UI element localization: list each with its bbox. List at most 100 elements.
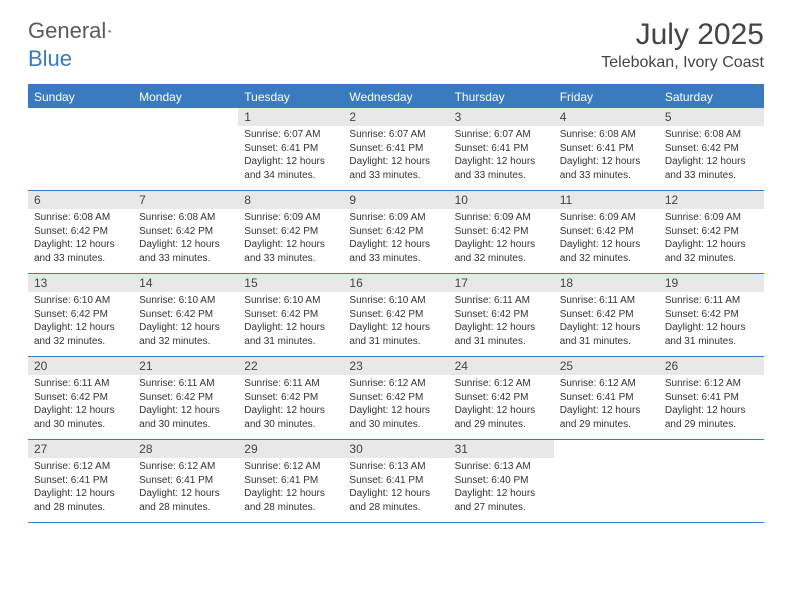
daylight-text: Daylight: 12 hours and 29 minutes. (665, 404, 758, 431)
sunset-text: Sunset: 6:42 PM (244, 225, 337, 239)
day-details: Sunrise: 6:11 AMSunset: 6:42 PMDaylight:… (554, 292, 659, 352)
daylight-text: Daylight: 12 hours and 31 minutes. (244, 321, 337, 348)
sunset-text: Sunset: 6:42 PM (139, 225, 232, 239)
daylight-text: Daylight: 12 hours and 27 minutes. (455, 487, 548, 514)
daylight-text: Daylight: 12 hours and 33 minutes. (349, 155, 442, 182)
calendar-cell: 21Sunrise: 6:11 AMSunset: 6:42 PMDayligh… (133, 357, 238, 439)
day-number: 18 (554, 274, 659, 292)
day-details: Sunrise: 6:11 AMSunset: 6:42 PMDaylight:… (28, 375, 133, 435)
daylight-text: Daylight: 12 hours and 33 minutes. (665, 155, 758, 182)
week-row: 6Sunrise: 6:08 AMSunset: 6:42 PMDaylight… (28, 191, 764, 274)
calendar-cell: 28Sunrise: 6:12 AMSunset: 6:41 PMDayligh… (133, 440, 238, 522)
day-details: Sunrise: 6:08 AMSunset: 6:41 PMDaylight:… (554, 126, 659, 186)
calendar-cell: 11Sunrise: 6:09 AMSunset: 6:42 PMDayligh… (554, 191, 659, 273)
sunset-text: Sunset: 6:42 PM (349, 225, 442, 239)
sunrise-text: Sunrise: 6:08 AM (560, 128, 653, 142)
day-details: Sunrise: 6:09 AMSunset: 6:42 PMDaylight:… (238, 209, 343, 269)
calendar-cell: 7Sunrise: 6:08 AMSunset: 6:42 PMDaylight… (133, 191, 238, 273)
sunset-text: Sunset: 6:42 PM (455, 308, 548, 322)
calendar-cell: 5Sunrise: 6:08 AMSunset: 6:42 PMDaylight… (659, 108, 764, 190)
sunset-text: Sunset: 6:41 PM (560, 391, 653, 405)
day-details: Sunrise: 6:12 AMSunset: 6:42 PMDaylight:… (449, 375, 554, 435)
day-number (554, 440, 659, 458)
sunset-text: Sunset: 6:42 PM (349, 308, 442, 322)
day-details: Sunrise: 6:11 AMSunset: 6:42 PMDaylight:… (238, 375, 343, 435)
sunset-text: Sunset: 6:42 PM (139, 391, 232, 405)
sunrise-text: Sunrise: 6:11 AM (560, 294, 653, 308)
daylight-text: Daylight: 12 hours and 30 minutes. (244, 404, 337, 431)
day-details: Sunrise: 6:12 AMSunset: 6:41 PMDaylight:… (133, 458, 238, 518)
day-details: Sunrise: 6:10 AMSunset: 6:42 PMDaylight:… (343, 292, 448, 352)
sunset-text: Sunset: 6:42 PM (139, 308, 232, 322)
day-number: 1 (238, 108, 343, 126)
day-details: Sunrise: 6:10 AMSunset: 6:42 PMDaylight:… (28, 292, 133, 352)
day-number: 25 (554, 357, 659, 375)
sunset-text: Sunset: 6:42 PM (560, 308, 653, 322)
week-row: 27Sunrise: 6:12 AMSunset: 6:41 PMDayligh… (28, 440, 764, 523)
sunset-text: Sunset: 6:41 PM (349, 474, 442, 488)
daylight-text: Daylight: 12 hours and 28 minutes. (139, 487, 232, 514)
calendar-cell: 29Sunrise: 6:12 AMSunset: 6:41 PMDayligh… (238, 440, 343, 522)
daylight-text: Daylight: 12 hours and 30 minutes. (139, 404, 232, 431)
day-header-saturday: Saturday (659, 86, 764, 108)
calendar-cell: 30Sunrise: 6:13 AMSunset: 6:41 PMDayligh… (343, 440, 448, 522)
calendar-cell: 17Sunrise: 6:11 AMSunset: 6:42 PMDayligh… (449, 274, 554, 356)
sunrise-text: Sunrise: 6:10 AM (34, 294, 127, 308)
calendar-cell: 1Sunrise: 6:07 AMSunset: 6:41 PMDaylight… (238, 108, 343, 190)
title-block: July 2025 Telebokan, Ivory Coast (601, 18, 764, 72)
logo-sail-icon (108, 22, 112, 40)
calendar-cell: 22Sunrise: 6:11 AMSunset: 6:42 PMDayligh… (238, 357, 343, 439)
sunset-text: Sunset: 6:42 PM (34, 225, 127, 239)
daylight-text: Daylight: 12 hours and 31 minutes. (560, 321, 653, 348)
day-number: 27 (28, 440, 133, 458)
sunrise-text: Sunrise: 6:07 AM (244, 128, 337, 142)
calendar: Sunday Monday Tuesday Wednesday Thursday… (28, 84, 764, 523)
day-details: Sunrise: 6:10 AMSunset: 6:42 PMDaylight:… (238, 292, 343, 352)
day-details: Sunrise: 6:09 AMSunset: 6:42 PMDaylight:… (659, 209, 764, 269)
sunrise-text: Sunrise: 6:10 AM (244, 294, 337, 308)
day-details: Sunrise: 6:09 AMSunset: 6:42 PMDaylight:… (343, 209, 448, 269)
day-details: Sunrise: 6:13 AMSunset: 6:41 PMDaylight:… (343, 458, 448, 518)
sunrise-text: Sunrise: 6:09 AM (349, 211, 442, 225)
location: Telebokan, Ivory Coast (601, 54, 764, 72)
daylight-text: Daylight: 12 hours and 28 minutes. (349, 487, 442, 514)
calendar-cell: 14Sunrise: 6:10 AMSunset: 6:42 PMDayligh… (133, 274, 238, 356)
sunrise-text: Sunrise: 6:12 AM (34, 460, 127, 474)
day-details: Sunrise: 6:12 AMSunset: 6:42 PMDaylight:… (343, 375, 448, 435)
week-row: 13Sunrise: 6:10 AMSunset: 6:42 PMDayligh… (28, 274, 764, 357)
day-number: 30 (343, 440, 448, 458)
sunrise-text: Sunrise: 6:12 AM (455, 377, 548, 391)
day-header-friday: Friday (554, 86, 659, 108)
sunset-text: Sunset: 6:41 PM (665, 391, 758, 405)
daylight-text: Daylight: 12 hours and 30 minutes. (349, 404, 442, 431)
calendar-cell (28, 108, 133, 190)
logo-word1: General (28, 18, 106, 44)
sunrise-text: Sunrise: 6:09 AM (244, 211, 337, 225)
sunset-text: Sunset: 6:42 PM (244, 308, 337, 322)
calendar-cell: 18Sunrise: 6:11 AMSunset: 6:42 PMDayligh… (554, 274, 659, 356)
sunrise-text: Sunrise: 6:13 AM (349, 460, 442, 474)
sunset-text: Sunset: 6:41 PM (244, 142, 337, 156)
day-details: Sunrise: 6:10 AMSunset: 6:42 PMDaylight:… (133, 292, 238, 352)
sunset-text: Sunset: 6:42 PM (349, 391, 442, 405)
day-number: 13 (28, 274, 133, 292)
sunrise-text: Sunrise: 6:11 AM (244, 377, 337, 391)
daylight-text: Daylight: 12 hours and 32 minutes. (139, 321, 232, 348)
calendar-cell: 8Sunrise: 6:09 AMSunset: 6:42 PMDaylight… (238, 191, 343, 273)
sunset-text: Sunset: 6:41 PM (349, 142, 442, 156)
sunrise-text: Sunrise: 6:08 AM (139, 211, 232, 225)
week-row: 1Sunrise: 6:07 AMSunset: 6:41 PMDaylight… (28, 108, 764, 191)
day-number: 5 (659, 108, 764, 126)
day-details: Sunrise: 6:11 AMSunset: 6:42 PMDaylight:… (659, 292, 764, 352)
daylight-text: Daylight: 12 hours and 28 minutes. (34, 487, 127, 514)
sunrise-text: Sunrise: 6:12 AM (244, 460, 337, 474)
day-number: 11 (554, 191, 659, 209)
sunset-text: Sunset: 6:42 PM (34, 391, 127, 405)
sunrise-text: Sunrise: 6:11 AM (34, 377, 127, 391)
day-header-row: Sunday Monday Tuesday Wednesday Thursday… (28, 86, 764, 108)
sunrise-text: Sunrise: 6:13 AM (455, 460, 548, 474)
day-number: 19 (659, 274, 764, 292)
calendar-cell: 6Sunrise: 6:08 AMSunset: 6:42 PMDaylight… (28, 191, 133, 273)
day-details: Sunrise: 6:09 AMSunset: 6:42 PMDaylight:… (449, 209, 554, 269)
day-number: 24 (449, 357, 554, 375)
